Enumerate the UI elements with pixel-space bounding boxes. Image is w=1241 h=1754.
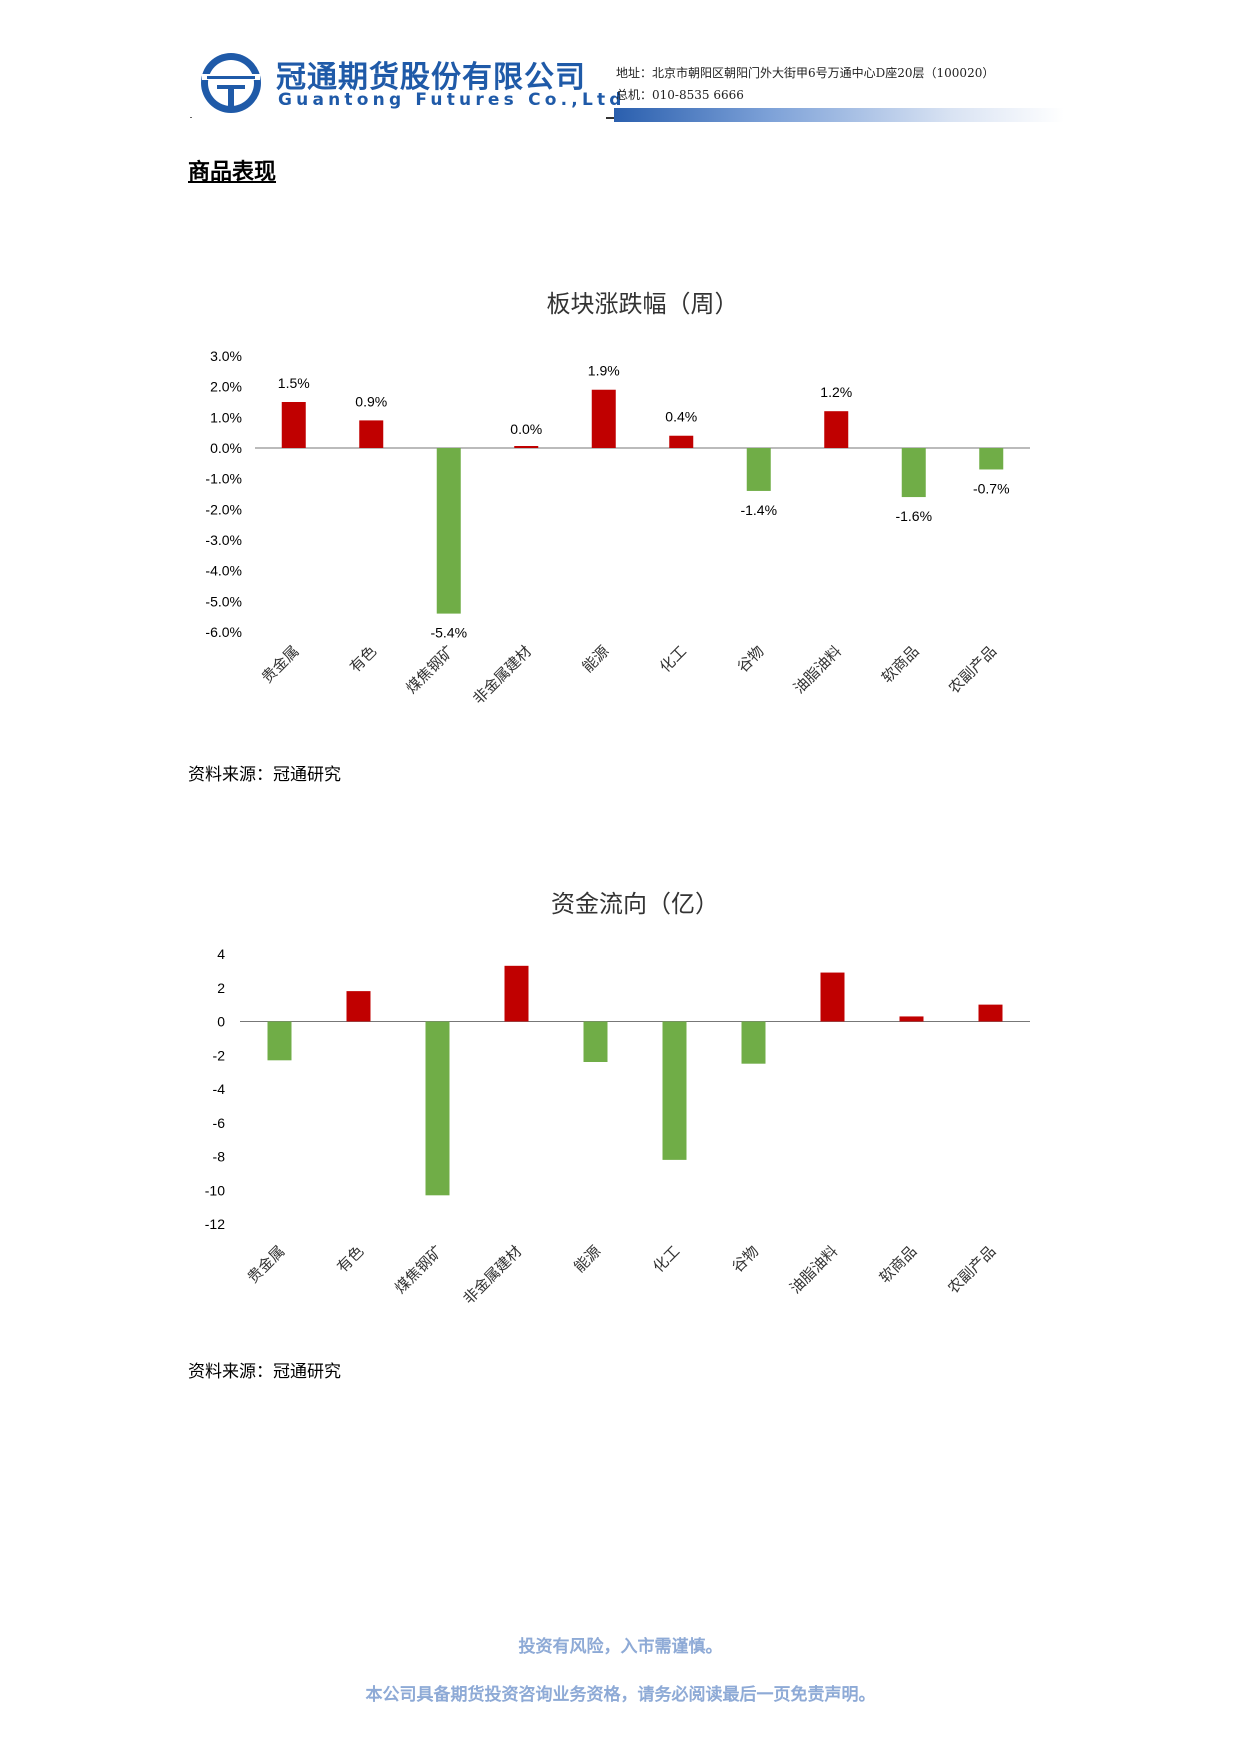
disclaimer-notice: 本公司具备期货投资咨询业务资格，请务必阅读最后一页免责声明。 [365, 1685, 876, 1705]
category-label: 非金属建材 [460, 1242, 526, 1308]
bar-能源 [591, 389, 616, 448]
category-label: 软商品 [876, 1242, 921, 1287]
y-tick-label: 2 [217, 980, 225, 996]
data-label: -5.4% [430, 625, 467, 641]
y-tick-label: 0.0% [210, 440, 242, 456]
data-label: -1.6% [895, 508, 932, 524]
category-label: 贵金属 [244, 1242, 289, 1287]
y-tick-label: -5.0% [205, 593, 242, 609]
header-gradient-bar [614, 108, 1064, 122]
category-label: 谷物 [728, 1242, 762, 1276]
company-address: 地址：北京市朝阳区朝阳门外大街甲6号万通中心D座20层（100020） [616, 66, 995, 80]
y-tick-label: 2.0% [210, 379, 242, 395]
header-rule-left [190, 117, 192, 118]
data-label: 0.4% [665, 409, 697, 425]
bar-有色 [359, 420, 384, 448]
category-label: 有色 [333, 1242, 367, 1276]
bar-软商品 [899, 1016, 924, 1022]
y-tick-label: 3.0% [210, 348, 242, 364]
data-label: 0.9% [355, 393, 387, 409]
fund-flow-chart: 资金流向（亿） 4 2 0 -2 -4 -6 -8 -10 -12 贵金属 有色 煤焦钢矿 非金属建材 能源… [205, 890, 1030, 1308]
data-label: 1.9% [588, 363, 620, 379]
bar-煤焦钢矿 [436, 448, 461, 614]
y-tick-label: -1.0% [205, 471, 242, 487]
bar-有色 [346, 991, 371, 1022]
bar-贵金属 [281, 402, 306, 448]
bar-化工 [669, 435, 694, 448]
data-label: 0.0% [510, 421, 542, 437]
bar-能源 [583, 1021, 608, 1062]
bar-农副产品 [978, 1004, 1003, 1022]
bar-非金属建材 [514, 446, 539, 448]
category-label: 软商品 [878, 642, 923, 687]
category-label: 油脂油料 [790, 642, 845, 697]
company-logo-icon [201, 53, 261, 113]
bar-软商品 [901, 448, 926, 498]
y-tick-label: -2.0% [205, 501, 242, 517]
category-label: 农副产品 [945, 642, 1000, 697]
y-tick-label: -10 [205, 1182, 225, 1198]
company-name-cn: 冠通期货股份有限公司 [276, 60, 586, 95]
data-label: 1.2% [820, 384, 852, 400]
y-tick-label: 4 [217, 946, 225, 962]
category-label: 煤焦钢矿 [391, 1242, 446, 1297]
chart-title: 板块涨跌幅（周） [547, 290, 739, 318]
bar-油脂油料 [824, 411, 849, 448]
data-label: 1.5% [278, 375, 310, 391]
y-tick-label: -6.0% [205, 624, 242, 640]
bar-化工 [662, 1021, 687, 1160]
y-tick-label: -12 [205, 1216, 225, 1232]
category-label: 化工 [649, 1242, 683, 1276]
bar-煤焦钢矿 [425, 1021, 450, 1196]
company-name-en: Guantong Futures Co.,Ltd [278, 90, 626, 110]
y-tick-label: -2 [213, 1047, 226, 1063]
chart1-source: 资料来源：冠通研究 [188, 765, 341, 785]
bar-谷物 [746, 448, 771, 491]
category-label: 谷物 [734, 642, 768, 676]
bar-油脂油料 [820, 972, 845, 1022]
category-label: 能源 [579, 642, 613, 676]
data-label: -1.4% [740, 502, 777, 518]
category-label: 农副产品 [944, 1242, 999, 1297]
y-tick-label: -8 [213, 1149, 226, 1165]
chart2-source: 资料来源：冠通研究 [188, 1362, 341, 1382]
y-tick-label: -6 [213, 1115, 226, 1131]
risk-warning: 投资有风险，入市需谨慎。 [518, 1637, 723, 1657]
y-tick-label: 0 [217, 1014, 225, 1030]
sector-weekly-change-chart: 板块涨跌幅（周） 3.0% 2.0% 1.0% 0.0% -1.0% -2.0% -3.0% -… [205, 290, 1030, 708]
bar-农副产品 [979, 448, 1004, 470]
category-label: 油脂油料 [786, 1242, 841, 1297]
company-phone: 总机：010-8535 6666 [616, 88, 744, 102]
y-tick-label: -4 [213, 1081, 226, 1097]
data-label: -0.7% [973, 480, 1010, 496]
header-rule-mid [606, 117, 618, 119]
category-label: 化工 [656, 642, 690, 676]
bar-贵金属 [267, 1021, 292, 1061]
category-label: 能源 [570, 1242, 604, 1276]
category-label: 贵金属 [258, 642, 303, 687]
y-tick-label: -4.0% [205, 563, 242, 579]
y-tick-label: -3.0% [205, 532, 242, 548]
category-label: 煤焦钢矿 [402, 642, 457, 697]
section-title: 商品表现 [188, 160, 277, 185]
bar-非金属建材 [504, 965, 529, 1022]
category-label: 有色 [346, 642, 380, 676]
y-tick-label: 1.0% [210, 409, 242, 425]
category-label: 非金属建材 [469, 642, 535, 708]
page-header: 冠通期货股份有限公司 Guantong Futures Co.,Ltd 地址：北… [0, 0, 1241, 130]
chart-title: 资金流向（亿） [551, 890, 719, 918]
bar-谷物 [741, 1021, 766, 1064]
